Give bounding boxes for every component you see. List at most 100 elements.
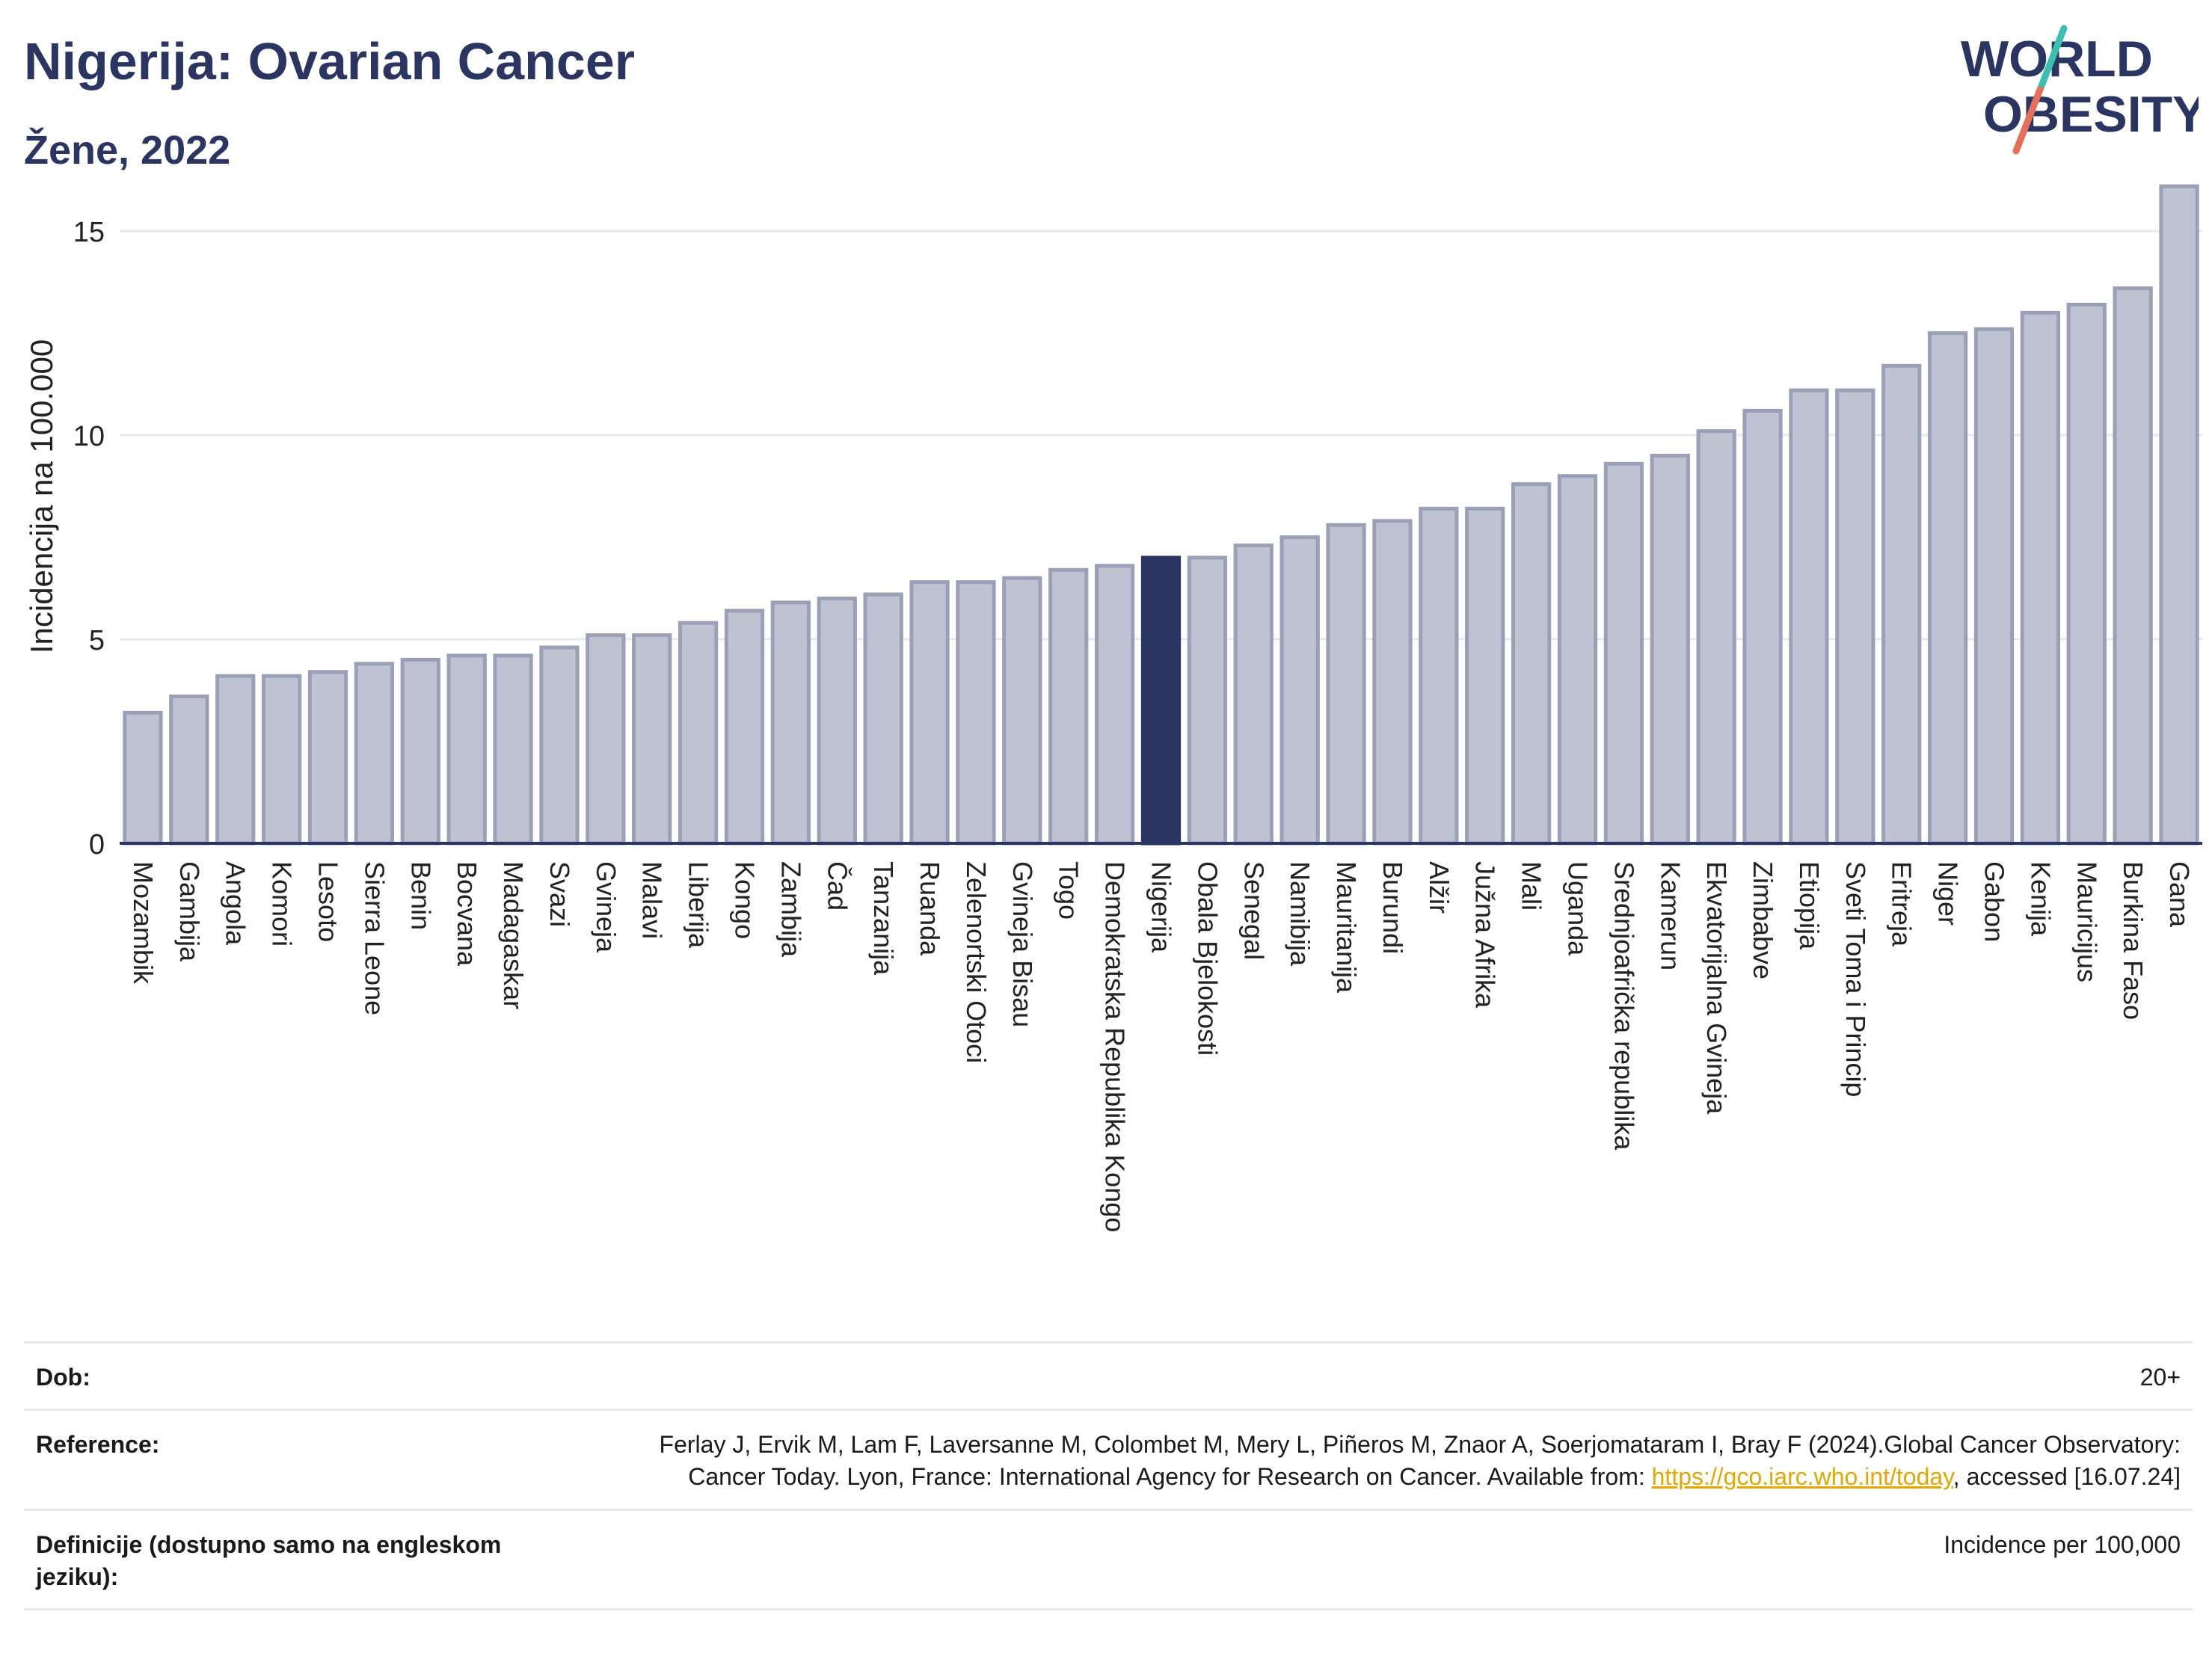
x-tick-label: Liberija [683, 861, 714, 949]
bar [169, 694, 209, 846]
bar [1973, 327, 2015, 846]
bar [1927, 331, 1968, 846]
x-tick-label: Alžir [1424, 861, 1454, 914]
x-tick-label: Sveti Toma i Princip [1840, 861, 1871, 1097]
bar [261, 674, 302, 846]
bar [1465, 506, 1505, 846]
x-tick-label: Angola [221, 861, 251, 946]
x-tick-label: Kamerun [1655, 861, 1686, 970]
x-tick-label: Demokratska Republika Kongo [1100, 861, 1131, 1232]
bar [2113, 286, 2153, 846]
bar [307, 670, 348, 846]
reference-link[interactable]: https://gco.iarc.who.int/today [1651, 1463, 1953, 1491]
bar [956, 580, 996, 846]
x-tick-label: Čad [822, 861, 852, 911]
x-tick-label: Zimbabve [1748, 861, 1778, 979]
x-tick-label: Mauritanija [1331, 861, 1362, 994]
bar [817, 596, 857, 846]
x-tick-label: Ruanda [915, 861, 945, 956]
x-tick-label: Lesoto [313, 861, 344, 942]
definitions-row: Definicije (dostupno samo na engleskom j… [24, 1508, 2193, 1610]
y-tick-label: 15 [73, 217, 105, 248]
bar [1742, 408, 1783, 846]
bar [1789, 388, 1829, 846]
logo-slash-coral [2012, 86, 2044, 155]
definitions-value: Incidence per 100,000 [1944, 1530, 2181, 1558]
y-tick-label: 10 [73, 421, 105, 452]
world-obesity-logo: WORLD OBESITY [1961, 25, 2199, 155]
bar [1094, 564, 1135, 846]
bar [493, 653, 533, 846]
reference-label: Reference: [36, 1431, 160, 1459]
x-tick-label: Ekvatorijalna Gvineja [1701, 861, 1732, 1115]
x-tick-label: Kenija [2025, 861, 2056, 937]
bar [354, 662, 395, 846]
definitions-label: Definicije (dostupno samo na engleskom j… [36, 1530, 502, 1590]
y-axis-label: Incidencija na 100.000 [24, 339, 59, 653]
x-tick-label: Nigerija [1146, 861, 1177, 953]
x-tick-label: Burkina Faso [2118, 861, 2148, 1020]
x-tick-label: Togo [1054, 861, 1084, 920]
bar [632, 633, 672, 846]
x-tick-label: Mali [1517, 861, 1547, 911]
x-tick-label: Mozambik [128, 861, 159, 985]
bar [215, 674, 256, 846]
x-tick-label: Gvineja [591, 861, 621, 953]
chart-title: Nigerija: Ovarian Cancer [24, 32, 635, 90]
bar [1696, 429, 1736, 846]
bar [539, 645, 580, 846]
x-tick-label: Obala Bjelokosti [1192, 861, 1223, 1056]
bar [1233, 544, 1274, 846]
bar [863, 592, 903, 846]
x-tick-label: Namibija [1285, 861, 1315, 967]
reference-value: Ferlay J, Ervik M, Lam F, Laversanne M, … [610, 1429, 2181, 1493]
bar [2066, 302, 2107, 846]
x-tick-label: Etiopija [1794, 861, 1825, 950]
bar [123, 710, 163, 846]
x-tick-label: Komori [267, 861, 298, 946]
bar [400, 657, 440, 846]
x-tick-label: Gvineja Bisau [1007, 861, 1038, 1027]
x-tick-label: Mauricijus [2071, 861, 2102, 982]
x-tick-label: Gabon [1979, 861, 2010, 942]
bar [724, 609, 765, 846]
reference-text: Ferlay J, Ervik M, Lam F, Laversanne M, … [659, 1431, 2181, 1491]
bar [1048, 567, 1089, 846]
bar [909, 580, 950, 846]
x-tick-label: Senegal [1238, 861, 1269, 960]
bar [2020, 310, 2061, 846]
reference-accessed: , accessed [16.07.24] [1953, 1463, 2181, 1491]
x-tick-label: Benin [405, 861, 436, 930]
bar [2159, 184, 2199, 846]
logo-slash-teal [2036, 25, 2068, 93]
x-tick-label: Sierra Leone [359, 861, 390, 1015]
x-tick-label: Madagaskar [498, 861, 529, 1009]
age-row: Dob: 20+ [24, 1341, 2193, 1409]
bar [1140, 555, 1182, 846]
x-tick-label: Svazi [544, 861, 575, 927]
x-tick-label: Zelenortski Otoci [961, 861, 992, 1063]
bar-chart: 0 5 10 15 Incidencija na 100.000 Mozambik Gamb… [24, 184, 2202, 1232]
bar [446, 653, 487, 846]
bar [1835, 388, 1875, 846]
y-tick-label: 0 [89, 829, 105, 861]
bar [1187, 555, 1228, 846]
bar [1511, 482, 1552, 846]
bar [1372, 519, 1413, 846]
bar [1002, 576, 1042, 846]
x-tick-label: Burundi [1377, 861, 1408, 954]
age-label: Dob: [36, 1364, 90, 1391]
reference-row: Reference: Ferlay J, Ervik M, Lam F, Lav… [24, 1409, 2193, 1508]
x-tick-label: Gana [2164, 861, 2195, 928]
x-tick-label: Gambija [174, 861, 205, 962]
info-table: Dob: 20+ Reference: Ferlay J, Ervik M, L… [24, 1341, 2193, 1610]
x-tick-label: Južna Afrika [1470, 861, 1501, 1009]
x-tick-label: Tanzanija [868, 861, 899, 976]
bar [1326, 523, 1366, 846]
x-tick-label: Bocvana [452, 861, 482, 967]
y-tick-label: 5 [89, 625, 105, 656]
chart-subtitle: Žene, 2022 [24, 128, 231, 173]
bar [1279, 535, 1320, 846]
x-tick-label: Uganda [1563, 861, 1594, 956]
bar [1419, 506, 1459, 846]
